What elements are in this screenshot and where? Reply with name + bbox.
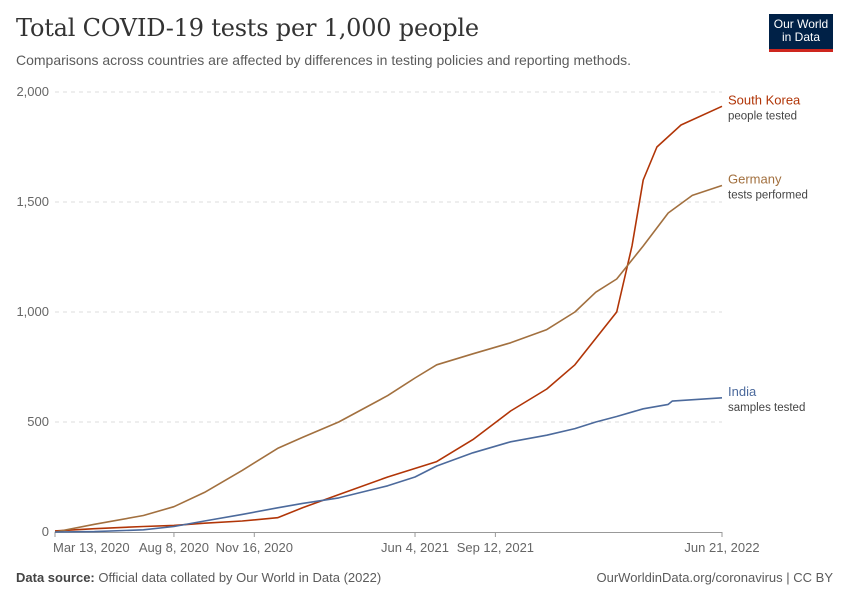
x-tick-label: Jun 4, 2021	[381, 540, 449, 555]
y-tick-label: 500	[27, 414, 49, 429]
y-tick-label: 2,000	[16, 84, 49, 99]
data-source-text: Official data collated by Our World in D…	[98, 570, 382, 585]
series-line-south-korea	[54, 105, 723, 532]
owid-logo[interactable]: Our World in Data	[769, 14, 833, 52]
x-tick-label: Jun 21, 2022	[684, 540, 759, 555]
series-label-india: India	[728, 384, 757, 399]
series-sublabel-germany: tests performed	[728, 190, 808, 202]
series-line-germany	[54, 184, 723, 533]
series-label-south-korea: South Korea	[728, 92, 801, 107]
chart-title: Total COVID-19 tests per 1,000 people	[16, 14, 479, 42]
y-tick-label: 1,500	[16, 194, 49, 209]
x-tick-label: Sep 12, 2021	[457, 540, 534, 555]
data-source: Data source: Official data collated by O…	[16, 570, 381, 585]
series-label-germany: Germany	[728, 172, 782, 187]
x-tick-label: Nov 16, 2020	[216, 540, 293, 555]
axes: 0 500 1,000 1,500 2,000 Mar 13, 2020 Aug 8, 20…	[16, 84, 759, 555]
series-sublabel-south-korea: people tested	[728, 110, 797, 122]
series-sublabel-india: samples tested	[728, 402, 805, 414]
logo-line-2: in Data	[781, 30, 821, 44]
series-labels: South Korea people tested Germany tests per…	[728, 92, 808, 414]
y-tick-label: 0	[42, 524, 49, 539]
data-source-label: Data source:	[16, 570, 95, 585]
x-tick-label: Aug 8, 2020	[139, 540, 209, 555]
series-line-india	[54, 397, 723, 533]
y-tick-label: 1,000	[16, 304, 49, 319]
source-link[interactable]: OurWorldinData.org/coronavirus | CC BY	[596, 570, 833, 585]
series-lines	[54, 105, 723, 533]
grid-lines	[55, 91, 722, 423]
chart-subtitle: Comparisons across countries are affecte…	[16, 52, 632, 68]
x-tick-label: Mar 13, 2020	[53, 540, 130, 555]
logo-line-1: Our World	[773, 17, 829, 31]
